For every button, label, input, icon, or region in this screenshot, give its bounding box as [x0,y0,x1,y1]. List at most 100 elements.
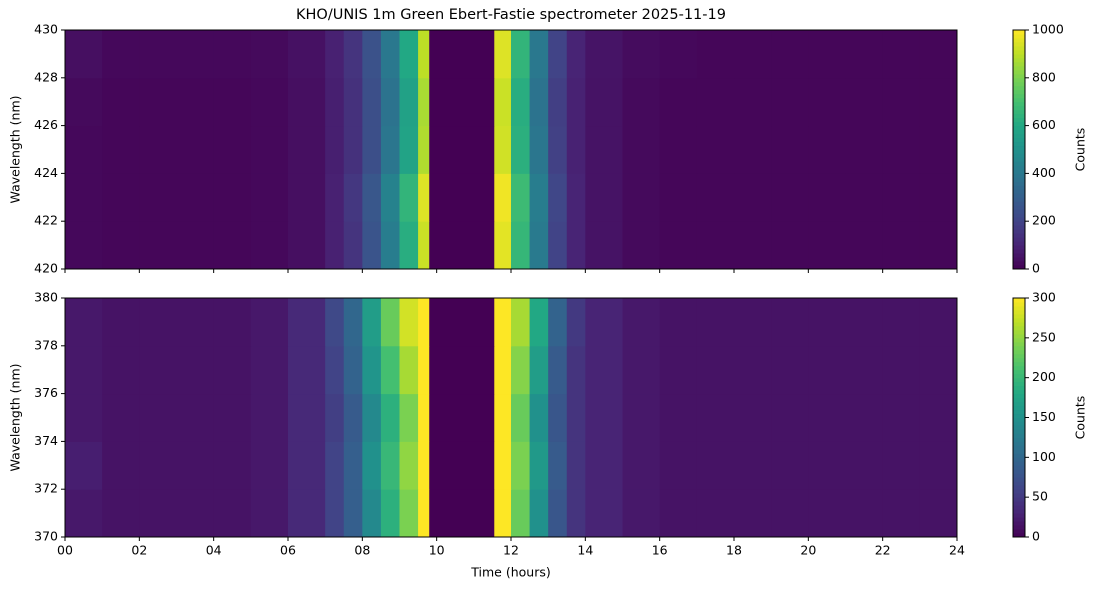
colorbar-swatch [1013,161,1025,166]
colorbar-swatch [1013,93,1025,99]
colorbar-swatch [1013,521,1025,526]
colorbar-swatch [1013,377,1025,383]
x-tick-label: 00 [57,543,73,558]
heatmap-cell [622,30,661,79]
heatmap-cell [585,77,623,127]
heatmap-cell [511,30,531,79]
colorbar-swatch [1013,105,1025,111]
colorbar-swatch [1013,505,1025,510]
heatmap-cell [213,221,252,270]
colorbar-swatch [1013,145,1025,150]
heatmap-cell [511,173,531,222]
heatmap-cell [429,441,495,490]
y-tick-label: 428 [34,69,58,84]
heatmap-cell [176,125,215,174]
colorbar-swatch [1013,425,1025,430]
heatmap-cell [418,221,430,270]
colorbar-swatch [1013,57,1025,63]
heatmap-cell [566,441,586,490]
heatmap-cell [919,441,958,490]
heatmap-cell [102,298,140,347]
heatmap-cell [429,489,495,538]
heatmap-cell [288,30,326,79]
heatmap-cell [288,298,326,347]
heatmap-cell [659,125,698,174]
colorbar-swatch [1013,241,1025,246]
colorbar-swatch [1013,461,1025,466]
heatmap-cell [548,221,568,270]
heatmap-cell [213,345,252,395]
colorbar-swatch [1013,53,1025,59]
heatmap-cell [845,221,884,270]
colorbar-label: Counts [1073,396,1088,440]
colorbar-label: Counts [1073,128,1088,172]
heatmap-cell [529,441,549,490]
heatmap-cell [250,173,289,222]
heatmap-cell [418,393,430,442]
heatmap-cell [102,345,140,395]
heatmap-cell [139,393,177,442]
heatmap-cell [548,393,568,442]
heatmap-cell [511,441,531,490]
heatmap-cell [288,221,326,270]
heatmap-cell [139,77,177,127]
heatmap-cell [808,77,846,127]
heatmap-cell [380,345,400,395]
colorbar-swatch [1013,125,1025,131]
x-axis-label: Time (hours) [470,565,550,580]
colorbar-swatch [1013,45,1025,51]
colorbar-swatch [1013,89,1025,95]
colorbar-swatch [1013,113,1025,119]
colorbar-swatch [1013,298,1025,303]
colorbar-swatch [1013,201,1025,206]
heatmap-cell [808,298,846,347]
colorbar-swatch [1013,177,1025,182]
heatmap-cell [362,125,382,174]
colorbar-swatch [1013,37,1025,43]
heatmap-cell [734,221,772,270]
heatmap-cell [808,30,846,79]
colorbar-swatch [1013,185,1025,190]
heatmap-cell [139,221,177,270]
heatmap-cell [919,393,958,442]
colorbar-swatch [1013,205,1025,210]
colorbar-swatch [1013,317,1025,323]
heatmap-cell [380,298,400,347]
heatmap-cell [511,489,531,538]
colorbar-swatch [1013,109,1025,115]
colorbar-swatch [1013,81,1025,87]
x-tick-label: 14 [577,543,593,558]
heatmap-cell [102,441,140,490]
heatmap-cell [659,393,698,442]
heatmap-cell [429,393,495,442]
heatmap-cell [250,345,289,395]
colorbar-swatch [1013,469,1025,474]
heatmap-cell [919,489,958,538]
heatmap-cell [771,77,809,127]
colorbar-swatch [1013,449,1025,454]
heatmap-cell [494,489,512,538]
colorbar-swatch [1013,465,1025,470]
heatmap-cell [882,173,921,222]
heatmap-cell [288,77,326,127]
heatmap-cell [362,298,382,347]
y-tick-label: 426 [34,117,58,132]
colorbar-tick-label: 250 [1032,329,1056,344]
heatmap-cell [696,30,735,79]
heatmap-cell [362,393,382,442]
colorbar-swatch [1013,405,1025,411]
heatmap-cell [288,125,326,174]
x-tick-label: 02 [131,543,147,558]
heatmap-cell [919,298,958,347]
colorbar-swatch [1013,121,1025,127]
heatmap-cell [399,298,419,347]
colorbar-swatch [1013,385,1025,391]
colorbar-swatch [1013,257,1025,262]
heatmap-cell [176,30,215,79]
colorbar-swatch [1013,97,1025,103]
heatmap-cell [380,393,400,442]
colorbar-swatch [1013,249,1025,254]
heatmap-cell [102,173,140,222]
heatmap-cell [585,345,623,395]
heatmap-cell [429,298,495,347]
